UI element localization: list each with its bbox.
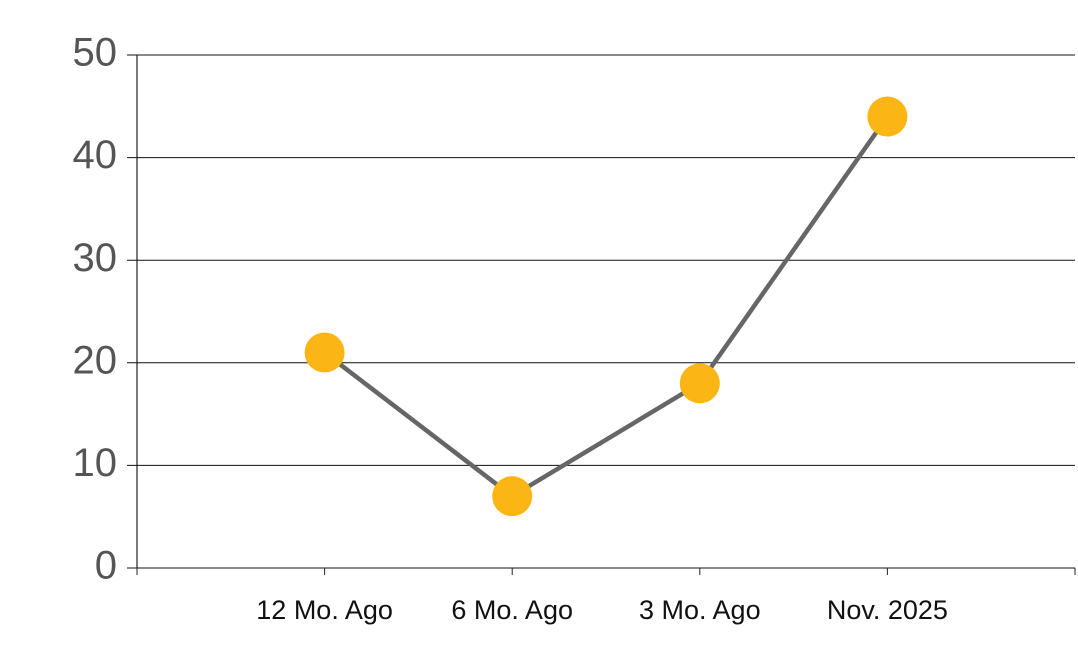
point <box>492 476 533 517</box>
x-tick-label: Nov. 2025 <box>827 595 948 625</box>
y-tick-label: 10 <box>73 441 118 485</box>
y-tick-label: 40 <box>73 133 118 177</box>
y-tick-label: 20 <box>73 338 118 382</box>
series-line <box>323 115 890 499</box>
y-tick-label: 50 <box>73 31 118 75</box>
y-tick-label: 30 <box>73 236 118 280</box>
x-tick-label: 12 Mo. Ago <box>256 595 393 625</box>
y-tick-label: 0 <box>95 544 117 588</box>
x-tick-label: 3 Mo. Ago <box>639 595 761 625</box>
point <box>867 96 908 137</box>
point <box>679 363 720 404</box>
point <box>304 332 345 373</box>
x-tick-label: 6 Mo. Ago <box>451 595 573 625</box>
